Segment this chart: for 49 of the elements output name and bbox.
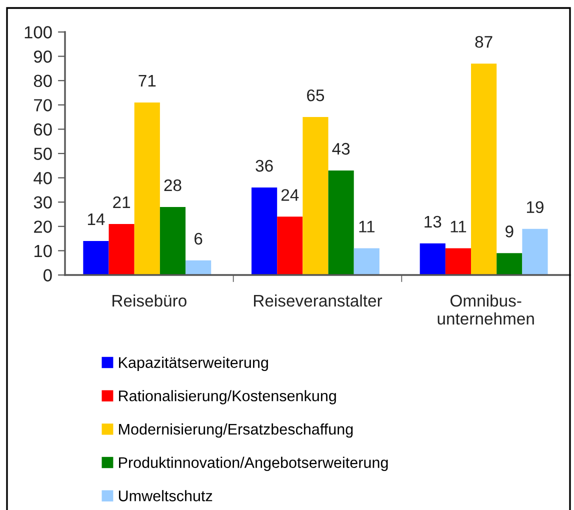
bar bbox=[108, 224, 134, 275]
y-tick-label: 70 bbox=[34, 99, 52, 112]
bar bbox=[186, 260, 212, 275]
x-tick-label: Omnibus- unternehmen bbox=[438, 294, 534, 325]
data-label: 28 bbox=[164, 179, 182, 192]
y-tick-label: 30 bbox=[34, 196, 52, 209]
data-label: 11 bbox=[359, 220, 374, 232]
bar bbox=[328, 170, 354, 275]
legend-label: Rationalisierung/Kostensenkung bbox=[119, 390, 336, 404]
bar bbox=[134, 102, 160, 275]
x-tick-label: Reisebüro bbox=[112, 294, 186, 307]
bar bbox=[420, 243, 446, 275]
data-label: 6 bbox=[194, 232, 202, 245]
bar bbox=[354, 248, 380, 275]
data-label: 65 bbox=[307, 89, 324, 102]
legend-label: Kapazitätserweiterung bbox=[119, 356, 268, 371]
bar bbox=[445, 248, 472, 275]
y-tick-label: 0 bbox=[44, 269, 52, 282]
bar bbox=[160, 206, 186, 275]
data-label: 21 bbox=[113, 196, 130, 208]
bar bbox=[471, 64, 497, 275]
y-tick-label: 40 bbox=[34, 172, 52, 184]
bar bbox=[83, 240, 109, 275]
data-label: 19 bbox=[526, 201, 544, 214]
data-label: 43 bbox=[332, 142, 350, 155]
y-tick-label: 80 bbox=[34, 74, 52, 88]
data-label: 71 bbox=[138, 75, 156, 87]
legend-label: Modernisierung/Ersatzbeschaffung bbox=[119, 423, 353, 438]
data-label: 9 bbox=[506, 226, 514, 238]
bar bbox=[277, 216, 303, 275]
y-tick-label: 10 bbox=[34, 244, 52, 258]
y-tick-label: 100 bbox=[24, 26, 52, 38]
y-tick-label: 20 bbox=[34, 220, 52, 233]
y-tick-label: 60 bbox=[34, 123, 52, 136]
x-tick-label: Reiseveranstalter bbox=[254, 294, 382, 307]
legend-label: Umweltschutz bbox=[118, 490, 212, 502]
legend-label: Produktinnovation/Angebotserweiterung bbox=[119, 456, 388, 472]
data-label: 11 bbox=[450, 220, 466, 232]
y-tick-label: 50 bbox=[34, 148, 52, 160]
bar bbox=[496, 253, 522, 275]
y-tick-label: 90 bbox=[34, 50, 52, 63]
data-label: 87 bbox=[475, 36, 492, 48]
bar bbox=[522, 228, 548, 275]
bar bbox=[302, 117, 328, 275]
data-label: 14 bbox=[88, 214, 105, 226]
data-label: 36 bbox=[256, 160, 273, 172]
data-label: 13 bbox=[424, 216, 442, 228]
bar bbox=[252, 188, 278, 275]
data-label: 24 bbox=[281, 189, 299, 201]
